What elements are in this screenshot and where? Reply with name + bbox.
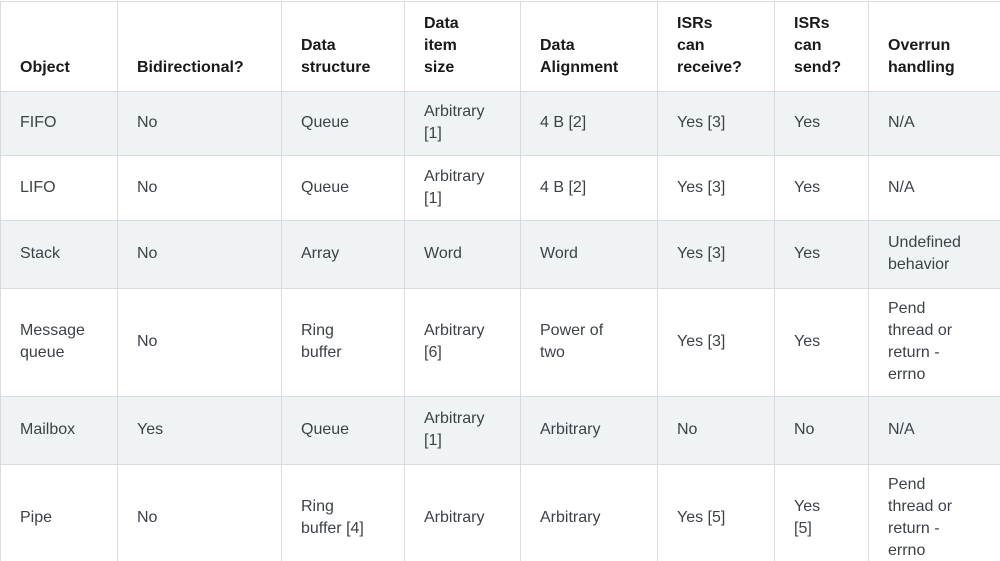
table-cell: N/A [868, 396, 1000, 465]
table-cell: Arbitrary [1] [404, 396, 521, 465]
table-header-row: Object Bidirectional? Data structure Dat… [0, 1, 1000, 92]
table-cell: No [117, 155, 282, 221]
table-cell: Arbitrary [6] [404, 288, 521, 397]
table-row-mailbox: Mailbox Yes Queue Arbitrary [1] Arbitrar… [0, 396, 1000, 465]
column-header-bidirectional: Bidirectional? [117, 1, 282, 92]
table-cell: Queue [281, 155, 405, 221]
row-label: LIFO [0, 155, 118, 221]
table-cell: Power of two [520, 288, 658, 397]
table-cell: Arbitrary [520, 396, 658, 465]
column-header-data-alignment: Data Alignment [520, 1, 658, 92]
table-cell: No [117, 464, 282, 561]
table-cell: Arbitrary [1] [404, 91, 521, 156]
column-header-overrun-handling: Overrun handling [868, 1, 1000, 92]
column-header-data-structure: Data structure [281, 1, 405, 92]
table-cell: Pend thread or return - errno [868, 288, 1000, 397]
table-cell: Yes [5] [774, 464, 869, 561]
table-row-pipe: Pipe No Ring buffer [4] Arbitrary Arbitr… [0, 464, 1000, 561]
table-row-fifo: FIFO No Queue Arbitrary [1] 4 B [2] Yes … [0, 91, 1000, 156]
column-header-object: Object [0, 1, 118, 92]
table-cell: No [657, 396, 775, 465]
column-header-isrs-can-send: ISRs can send? [774, 1, 869, 92]
table-cell: Yes [3] [657, 220, 775, 289]
table-cell: Word [404, 220, 521, 289]
table-cell: Ring buffer [4] [281, 464, 405, 561]
table-cell: Array [281, 220, 405, 289]
row-label: Message queue [0, 288, 118, 397]
table-cell: Yes [774, 288, 869, 397]
table-cell: Pend thread or return - errno [868, 464, 1000, 561]
table-cell: Arbitrary [520, 464, 658, 561]
column-header-data-item-size: Data item size [404, 1, 521, 92]
row-label: Pipe [0, 464, 118, 561]
table-cell: No [117, 288, 282, 397]
table-cell: Queue [281, 396, 405, 465]
column-header-isrs-can-receive: ISRs can receive? [657, 1, 775, 92]
row-label: FIFO [0, 91, 118, 156]
table-cell: Ring buffer [281, 288, 405, 397]
table-cell: Yes [3] [657, 91, 775, 156]
table-row-stack: Stack No Array Word Word Yes [3] Yes Und… [0, 220, 1000, 289]
table-cell: Queue [281, 91, 405, 156]
table-cell: Yes [117, 396, 282, 465]
row-label: Mailbox [0, 396, 118, 465]
table-cell: Yes [3] [657, 155, 775, 221]
table-cell: Arbitrary [404, 464, 521, 561]
table-cell: 4 B [2] [520, 91, 658, 156]
row-label: Stack [0, 220, 118, 289]
table-cell: No [117, 220, 282, 289]
table-cell: Word [520, 220, 658, 289]
table-cell: No [774, 396, 869, 465]
table-cell: Yes [3] [657, 288, 775, 397]
table-cell: No [117, 91, 282, 156]
table-cell: N/A [868, 155, 1000, 221]
table-cell: Yes [774, 155, 869, 221]
table-cell: Yes [5] [657, 464, 775, 561]
table-cell: Arbitrary [1] [404, 155, 521, 221]
table-cell: Yes [774, 220, 869, 289]
table-cell: N/A [868, 91, 1000, 156]
table-cell: Undefined behavior [868, 220, 1000, 289]
table-row-lifo: LIFO No Queue Arbitrary [1] 4 B [2] Yes … [0, 155, 1000, 221]
table-cell: Yes [774, 91, 869, 156]
table-cell: 4 B [2] [520, 155, 658, 221]
table-row-message-queue: Message queue No Ring buffer Arbitrary [… [0, 288, 1000, 397]
